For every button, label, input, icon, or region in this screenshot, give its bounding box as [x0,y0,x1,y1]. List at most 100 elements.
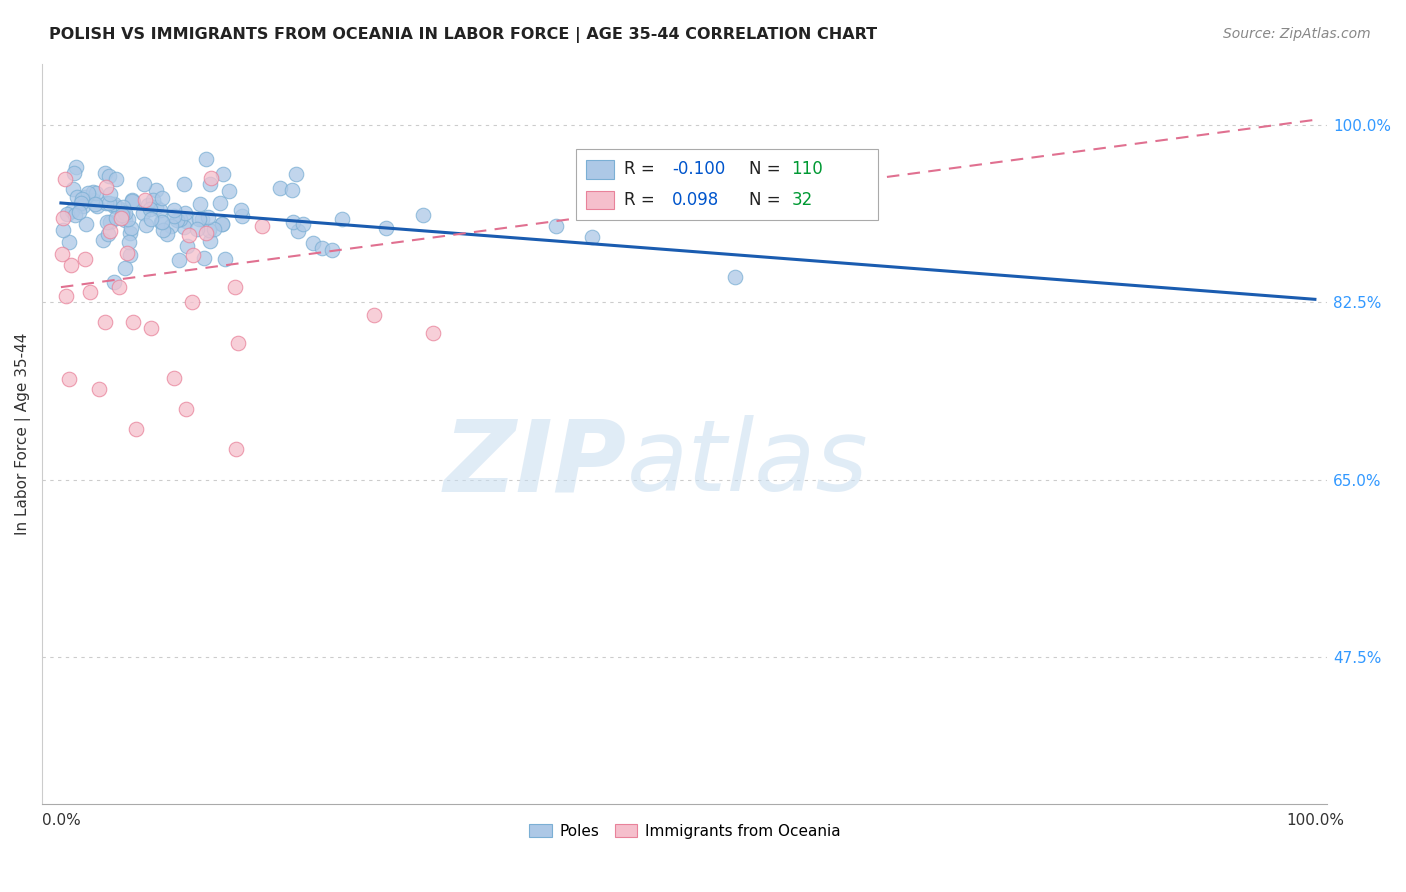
Point [94,315,117,329]
Point [197,223,219,237]
Point [214,252,236,267]
Point [70,196,93,211]
Point [211,217,233,231]
Point [202,222,225,236]
FancyBboxPatch shape [586,191,614,209]
Point [291,217,314,231]
Point [114,260,136,275]
Point [75,217,97,231]
Point [117,235,139,250]
Point [111,208,134,222]
Point [55,207,77,221]
Point [84,197,107,211]
Point [156,227,179,241]
Point [284,167,307,181]
Point [173,206,195,220]
Point [87,382,110,396]
Point [281,183,304,197]
Point [62,182,84,196]
Point [173,178,195,192]
Text: N =: N = [749,161,786,178]
Point [105,211,128,225]
Point [121,194,143,208]
Point [96,196,118,211]
Point [121,193,143,207]
Point [120,227,142,241]
Point [169,212,191,227]
Point [114,206,136,220]
Point [269,180,291,194]
Point [97,227,120,241]
Point [141,321,163,335]
Point [226,335,249,350]
Point [163,203,186,218]
Point [150,215,173,229]
Point [152,223,174,237]
Point [190,212,212,227]
Point [93,166,115,180]
Point [321,244,343,258]
Point [77,186,100,201]
Point [98,225,121,239]
Point [139,202,162,216]
Point [211,217,233,231]
Text: N =: N = [749,191,786,209]
Point [125,422,148,436]
Point [150,191,173,205]
Point [52,211,75,225]
FancyBboxPatch shape [575,149,877,219]
Point [169,252,191,267]
Point [363,308,385,322]
Point [117,246,139,260]
Text: Source: ZipAtlas.com: Source: ZipAtlas.com [1223,27,1371,41]
Point [110,211,132,226]
Point [194,152,217,166]
Point [112,202,135,217]
Point [166,212,188,227]
Point [198,177,221,191]
Point [58,372,80,386]
Point [82,193,104,207]
Point [224,280,246,294]
Point [724,269,747,284]
Point [60,204,83,219]
Text: R =: R = [624,191,661,209]
Point [108,280,131,294]
Point [75,252,97,266]
Point [187,211,209,226]
Point [375,220,398,235]
Point [105,172,128,186]
Point [287,224,309,238]
Text: ZIP: ZIP [444,416,627,512]
Point [225,442,247,457]
Point [231,209,253,223]
Point [91,233,114,247]
Text: R =: R = [624,161,661,178]
Point [145,183,167,197]
Point [97,169,120,183]
Point [160,219,183,233]
Point [200,234,222,248]
Point [58,235,80,250]
Point [186,222,208,236]
Point [302,235,325,250]
Text: POLISH VS IMMIGRANTS FROM OCEANIA IN LABOR FORCE | AGE 35-44 CORRELATION CHART: POLISH VS IMMIGRANTS FROM OCEANIA IN LAB… [49,27,877,43]
Point [132,177,155,191]
Point [51,246,73,260]
Point [194,226,217,240]
Point [412,208,434,222]
Point [103,275,125,289]
Point [231,203,253,218]
Point [174,214,197,228]
Text: -0.100: -0.100 [672,161,725,178]
Point [59,258,82,272]
Point [134,193,156,207]
Point [150,215,173,229]
Point [250,219,273,233]
Point [181,295,204,310]
Point [111,201,134,215]
Point [82,185,104,199]
Point [581,230,603,244]
Y-axis label: In Labor Force | Age 35-44: In Labor Force | Age 35-44 [15,333,31,535]
Point [122,194,145,209]
